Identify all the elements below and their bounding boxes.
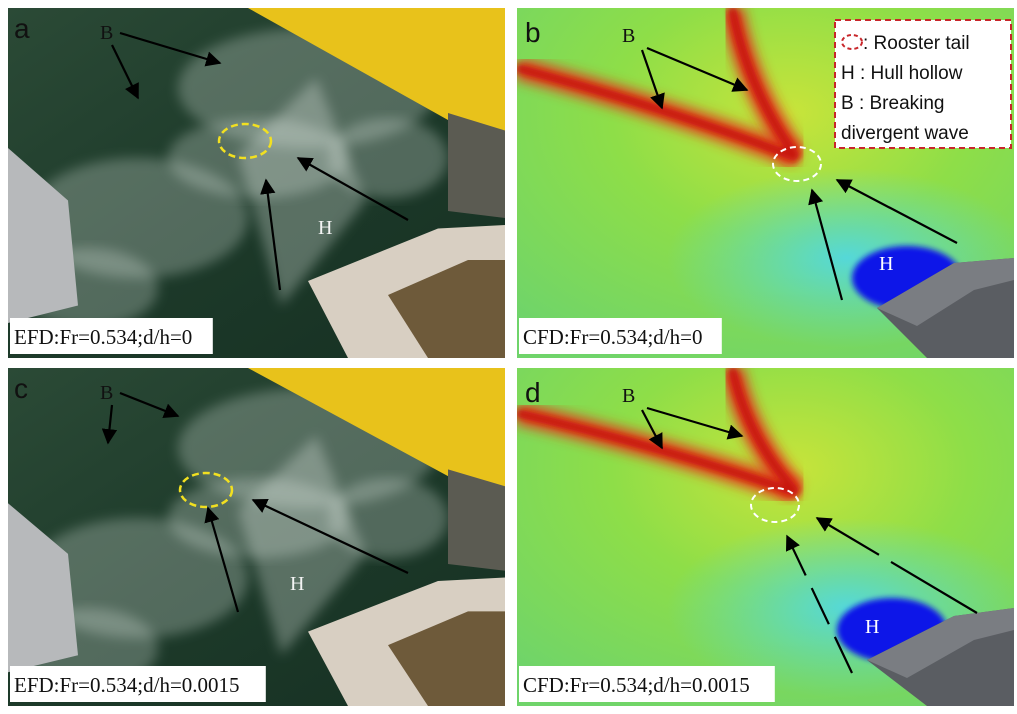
panel: B Hb : Rooster tail H : Hull hollow B : Brea… bbox=[517, 8, 1017, 358]
panel-image bbox=[8, 8, 505, 358]
panel-letter: c bbox=[14, 373, 28, 404]
figure: B Ha EFD:Fr=0.534;d/h=0 B Hb : Rooster tail H … bbox=[0, 0, 1017, 714]
caption: CFD:Fr=0.534;d/h=0.0015 bbox=[523, 673, 750, 697]
legend-text: divergent wave bbox=[841, 123, 969, 144]
caption: EFD:Fr=0.534;d/h=0 bbox=[14, 325, 192, 349]
hollow-label: H bbox=[290, 573, 304, 595]
tank-rim bbox=[448, 113, 505, 218]
breaking-label: B bbox=[622, 25, 635, 47]
hollow-label: H bbox=[318, 217, 332, 239]
panel-image bbox=[517, 368, 1017, 706]
caption: CFD:Fr=0.534;d/h=0 bbox=[523, 325, 702, 349]
legend: : Rooster tail H : Hull hollow B : Breakin… bbox=[835, 20, 1011, 148]
panel: B Hc EFD:Fr=0.534;d/h=0.0015 bbox=[8, 368, 505, 706]
hollow-label: H bbox=[879, 253, 893, 275]
panel: B Hd CFD:Fr=0.534;d/h=0.0015 bbox=[517, 368, 1017, 706]
caption: EFD:Fr=0.534;d/h=0.0015 bbox=[14, 673, 240, 697]
breaking-label: B bbox=[622, 385, 635, 407]
legend-text: B : Breaking bbox=[841, 93, 945, 114]
breaking-label: B bbox=[100, 22, 113, 44]
panel-letter: d bbox=[525, 377, 541, 408]
panel-letter: a bbox=[14, 13, 30, 44]
tank-rim bbox=[448, 469, 505, 570]
panel-letter: b bbox=[525, 17, 541, 48]
panel: B Ha EFD:Fr=0.534;d/h=0 bbox=[8, 8, 505, 358]
hollow-label: H bbox=[865, 616, 879, 638]
panel-image bbox=[8, 368, 505, 706]
legend-text: H : Hull hollow bbox=[841, 63, 963, 84]
breaking-label: B bbox=[100, 382, 113, 404]
legend-text: : Rooster tail bbox=[863, 33, 970, 54]
